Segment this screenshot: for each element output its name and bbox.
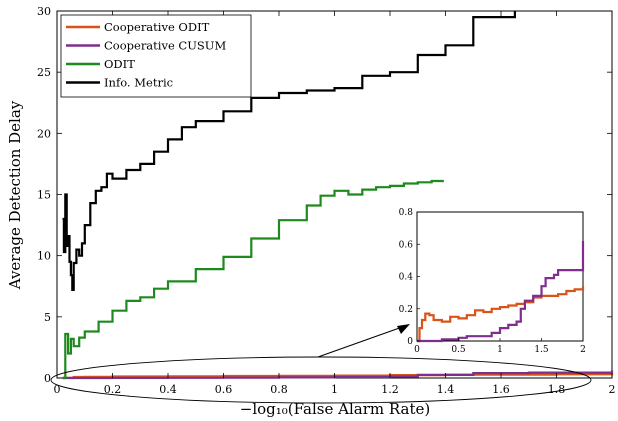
inset-x-tick-label: 2 bbox=[580, 345, 586, 355]
inset-axis-ticks: 0 0.5 1 1.5 2 0 0.2 0.4 0.6 0.8 bbox=[399, 208, 586, 355]
x-tick-label: 1.6 bbox=[492, 383, 510, 396]
x-tick-label: 1.4 bbox=[437, 383, 455, 396]
x-tick-label: 1 bbox=[331, 383, 338, 396]
x-tick-label: 2 bbox=[609, 383, 616, 396]
inset-series-line-cooperative-cusum bbox=[417, 241, 585, 343]
legend-label-odit: ODIT bbox=[104, 57, 135, 71]
inset-x-tick-label: 1 bbox=[497, 345, 503, 355]
y-tick-label: 0 bbox=[44, 372, 51, 385]
inset-y-tick-label: 0.6 bbox=[399, 240, 414, 250]
inset-x-tick-label: 0 bbox=[414, 345, 420, 355]
legend: Cooperative ODIT Cooperative CUSUM ODIT Inf… bbox=[60, 14, 252, 98]
annotation-ellipse bbox=[50, 356, 592, 404]
x-tick-label: 1.8 bbox=[548, 383, 566, 396]
y-tick-label: 10 bbox=[37, 250, 51, 263]
inset-y-tick-label: 0.2 bbox=[399, 305, 413, 315]
legend-label-cooperative-cusum: Cooperative CUSUM bbox=[104, 39, 226, 53]
x-tick-label: 0.4 bbox=[159, 383, 177, 396]
x-tick-label: 0.8 bbox=[270, 383, 288, 396]
series-line-odit bbox=[62, 179, 444, 380]
y-tick-label: 25 bbox=[37, 66, 51, 79]
y-tick-label: 30 bbox=[37, 5, 51, 18]
inset-series-group bbox=[417, 241, 585, 343]
y-tick-label: 15 bbox=[37, 189, 51, 202]
inset-x-tick-label: 1.5 bbox=[534, 345, 549, 355]
y-axis-label: Average Detection Delay bbox=[6, 100, 24, 290]
legend-label-info-metric: Info. Metric bbox=[104, 76, 173, 90]
x-tick-label: 0.6 bbox=[215, 383, 233, 396]
inset-y-tick-label: 0.8 bbox=[399, 208, 414, 218]
inset-series-line-cooperative-odit bbox=[417, 286, 585, 343]
y-tick-label: 5 bbox=[44, 311, 51, 324]
x-tick-label: 0.2 bbox=[104, 383, 122, 396]
annotation-arrowhead bbox=[397, 324, 410, 334]
x-tick-label: 1.2 bbox=[381, 383, 399, 396]
inset-x-tick-label: 0.5 bbox=[451, 345, 466, 355]
inset-y-tick-label: 0 bbox=[407, 337, 413, 347]
x-tick-label: 0 bbox=[54, 383, 61, 396]
y-tick-label: 20 bbox=[37, 127, 51, 140]
legend-label-cooperative-odit: Cooperative ODIT bbox=[104, 20, 210, 34]
inset-y-tick-label: 0.4 bbox=[399, 273, 414, 283]
annotation-arrow bbox=[317, 325, 406, 358]
x-axis-label: −log₁₀(False Alarm Rate) bbox=[240, 400, 430, 418]
series-line-info-metric bbox=[62, 11, 516, 291]
